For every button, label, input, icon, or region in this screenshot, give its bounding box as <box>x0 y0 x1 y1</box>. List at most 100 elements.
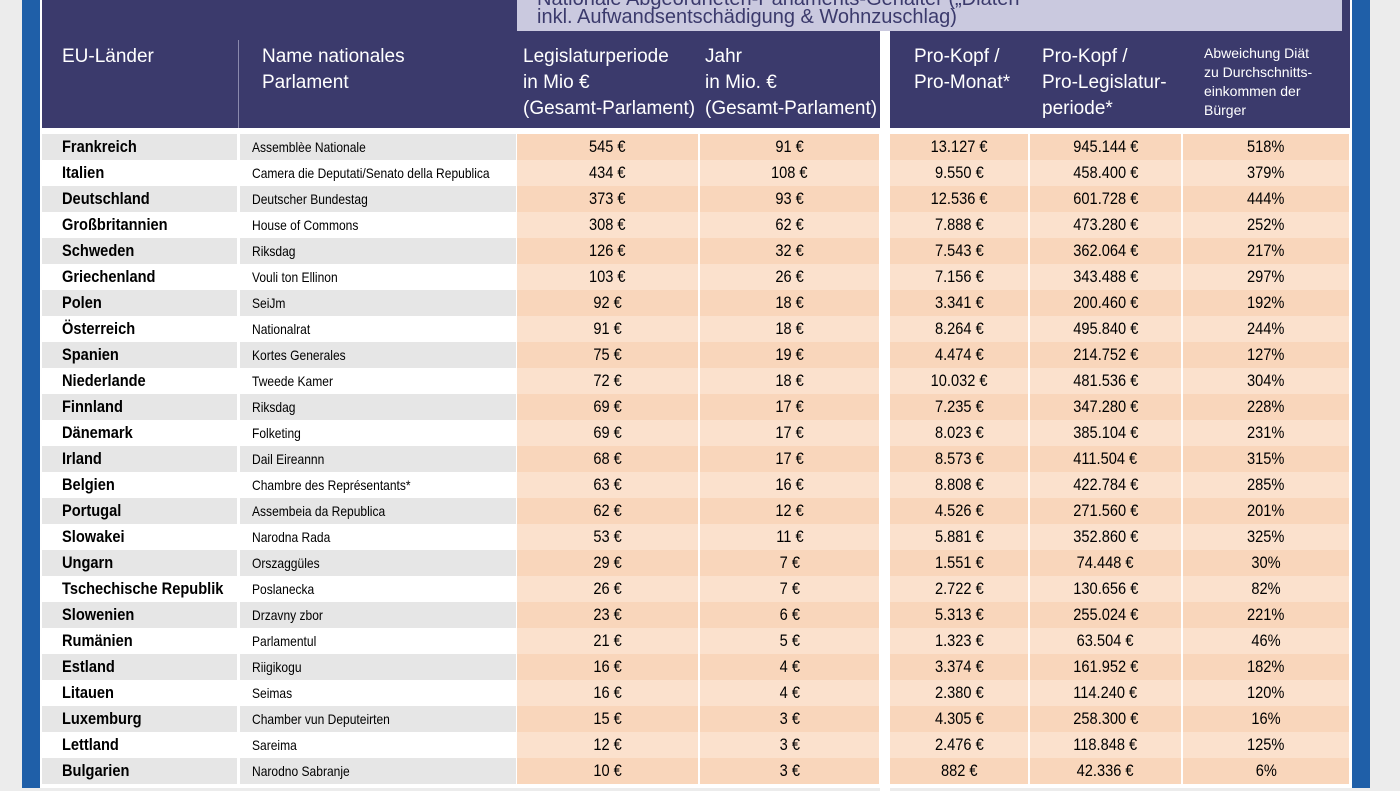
table-cell: Lettland <box>42 732 237 758</box>
cell-text: 6% <box>1255 761 1277 780</box>
cell-text: 601.728 € <box>1072 189 1139 208</box>
cell-text: 62 € <box>775 215 804 234</box>
table-cell: 13.127 € <box>890 134 1028 160</box>
table-cell: 228% <box>1183 394 1349 420</box>
table-cell: Großbritannien <box>42 212 237 238</box>
cell-text: 126 € <box>589 241 626 260</box>
cell-text: 4.474 € <box>934 345 984 364</box>
table-cell: Dänemark <box>42 420 237 446</box>
table-cell: Riksdag <box>240 238 516 264</box>
cell-text: Camera die Deputati/Senato della Republi… <box>252 165 490 181</box>
banner-line: Nationale Abgeordneten-Parlaments-Gehält… <box>537 0 1020 11</box>
table-cell: 8.573 € <box>890 446 1028 472</box>
cell-text: Seimas <box>252 685 293 701</box>
table-cell: 74.448 € <box>1030 550 1181 576</box>
header-line: Pro-Monat* <box>914 72 1011 93</box>
cell-text: 481.536 € <box>1072 371 1139 390</box>
table-cell: Bulgarien <box>42 758 237 784</box>
table-cell: 422.784 € <box>1030 472 1181 498</box>
header-line: Bürger <box>1204 102 1247 118</box>
table-cell: 10 € <box>517 758 698 784</box>
cell-text: 46% <box>1251 631 1281 650</box>
table-cell: 91 € <box>700 134 879 160</box>
table-cell: 130.656 € <box>1030 576 1181 602</box>
table-cell: 114.240 € <box>1030 680 1181 706</box>
cell-text: 120% <box>1247 683 1285 702</box>
table-cell: 72 € <box>517 368 698 394</box>
cell-text: 4 € <box>779 683 800 702</box>
cell-text: Narodno Sabranje <box>252 763 350 779</box>
cell-text: Riksdag <box>252 399 296 415</box>
cell-text: 217% <box>1247 241 1285 260</box>
cell-text: 3 € <box>779 709 800 728</box>
table-cell: 1.551 € <box>890 550 1028 576</box>
header-cell: Abweichung Diät zu Durchschnitts-einkomme… <box>1204 44 1312 120</box>
table-cell: 217% <box>1183 238 1349 264</box>
table-cell: 18 € <box>700 368 879 394</box>
table-cell: 231% <box>1183 420 1349 446</box>
cell-text: 2.380 € <box>934 683 984 702</box>
cell-text: 103 € <box>589 267 626 286</box>
cell-text: Österreich <box>62 319 136 338</box>
table-cell: 4 € <box>700 680 879 706</box>
header-cell: Pro-Kopf / Pro-Legislatur-periode* <box>1042 44 1167 122</box>
table-cell: 16 € <box>517 654 698 680</box>
table-cell: Litauen <box>42 680 237 706</box>
table-cell: 325% <box>1183 524 1349 550</box>
cell-text: Spanien <box>62 345 119 364</box>
cell-text: 16 € <box>593 657 622 676</box>
table-cell: 285% <box>1183 472 1349 498</box>
table-cell: 8.264 € <box>890 316 1028 342</box>
table-cell: Rumänien <box>42 628 237 654</box>
table-cell: 16% <box>1183 706 1349 732</box>
cell-text: 411.504 € <box>1073 449 1138 468</box>
table-cell: 444% <box>1183 186 1349 212</box>
table-cell: 3 € <box>700 706 879 732</box>
cell-text: 63 € <box>593 475 622 494</box>
table-cell: 18 € <box>700 316 879 342</box>
table-cell: 69 € <box>517 394 698 420</box>
cell-text: 231% <box>1247 423 1285 442</box>
table-cell: 3.374 € <box>890 654 1028 680</box>
cell-text: Chamber vun Deputeirten <box>252 711 390 727</box>
header-line: Parlament <box>262 72 349 93</box>
cell-text: Litauen <box>62 683 114 702</box>
table-cell: Slowenien <box>42 602 237 628</box>
cell-text: 362.064 € <box>1072 241 1139 260</box>
cell-text: 19 € <box>775 345 804 364</box>
header-line: zu Durchschnitts- <box>1204 64 1313 80</box>
table-cell: 347.280 € <box>1030 394 1181 420</box>
cell-text: 285% <box>1247 475 1285 494</box>
table-cell: Riigikogu <box>240 654 516 680</box>
table-cell: 201% <box>1183 498 1349 524</box>
cell-text: 118.848 € <box>1073 735 1138 754</box>
cell-text: 29 € <box>593 553 622 572</box>
table-cell: 46% <box>1183 628 1349 654</box>
table-cell: 82% <box>1183 576 1349 602</box>
table-cell: 68 € <box>517 446 698 472</box>
cell-text: Chambre des Représentants* <box>252 477 411 493</box>
cell-text: Orszaggüles <box>252 555 320 571</box>
cell-text: 308 € <box>589 215 626 234</box>
cell-text: 26 € <box>775 267 804 286</box>
cell-text: 8.573 € <box>934 449 984 468</box>
table-cell: 120% <box>1183 680 1349 706</box>
cell-text: 7.156 € <box>934 267 984 286</box>
cell-text: 214.752 € <box>1072 345 1139 364</box>
cell-text: Estland <box>62 657 115 676</box>
cell-text: Frankreich <box>62 137 137 156</box>
cell-text: 9.550 € <box>934 163 984 182</box>
table-cell: Luxemburg <box>42 706 237 732</box>
cell-text: 17 € <box>775 397 804 416</box>
table-cell: 182% <box>1183 654 1349 680</box>
header-line: Name nationales <box>262 46 405 67</box>
cell-text: 93 € <box>775 189 804 208</box>
cell-text: 10.032 € <box>930 371 988 390</box>
cell-text: 13.127 € <box>930 137 988 156</box>
table-cell: 3 € <box>700 758 879 784</box>
cell-text: 882 € <box>940 761 978 780</box>
cell-text: 125% <box>1247 735 1285 754</box>
header-cell: EU-Länder <box>62 44 154 70</box>
table-cell: 385.104 € <box>1030 420 1181 446</box>
